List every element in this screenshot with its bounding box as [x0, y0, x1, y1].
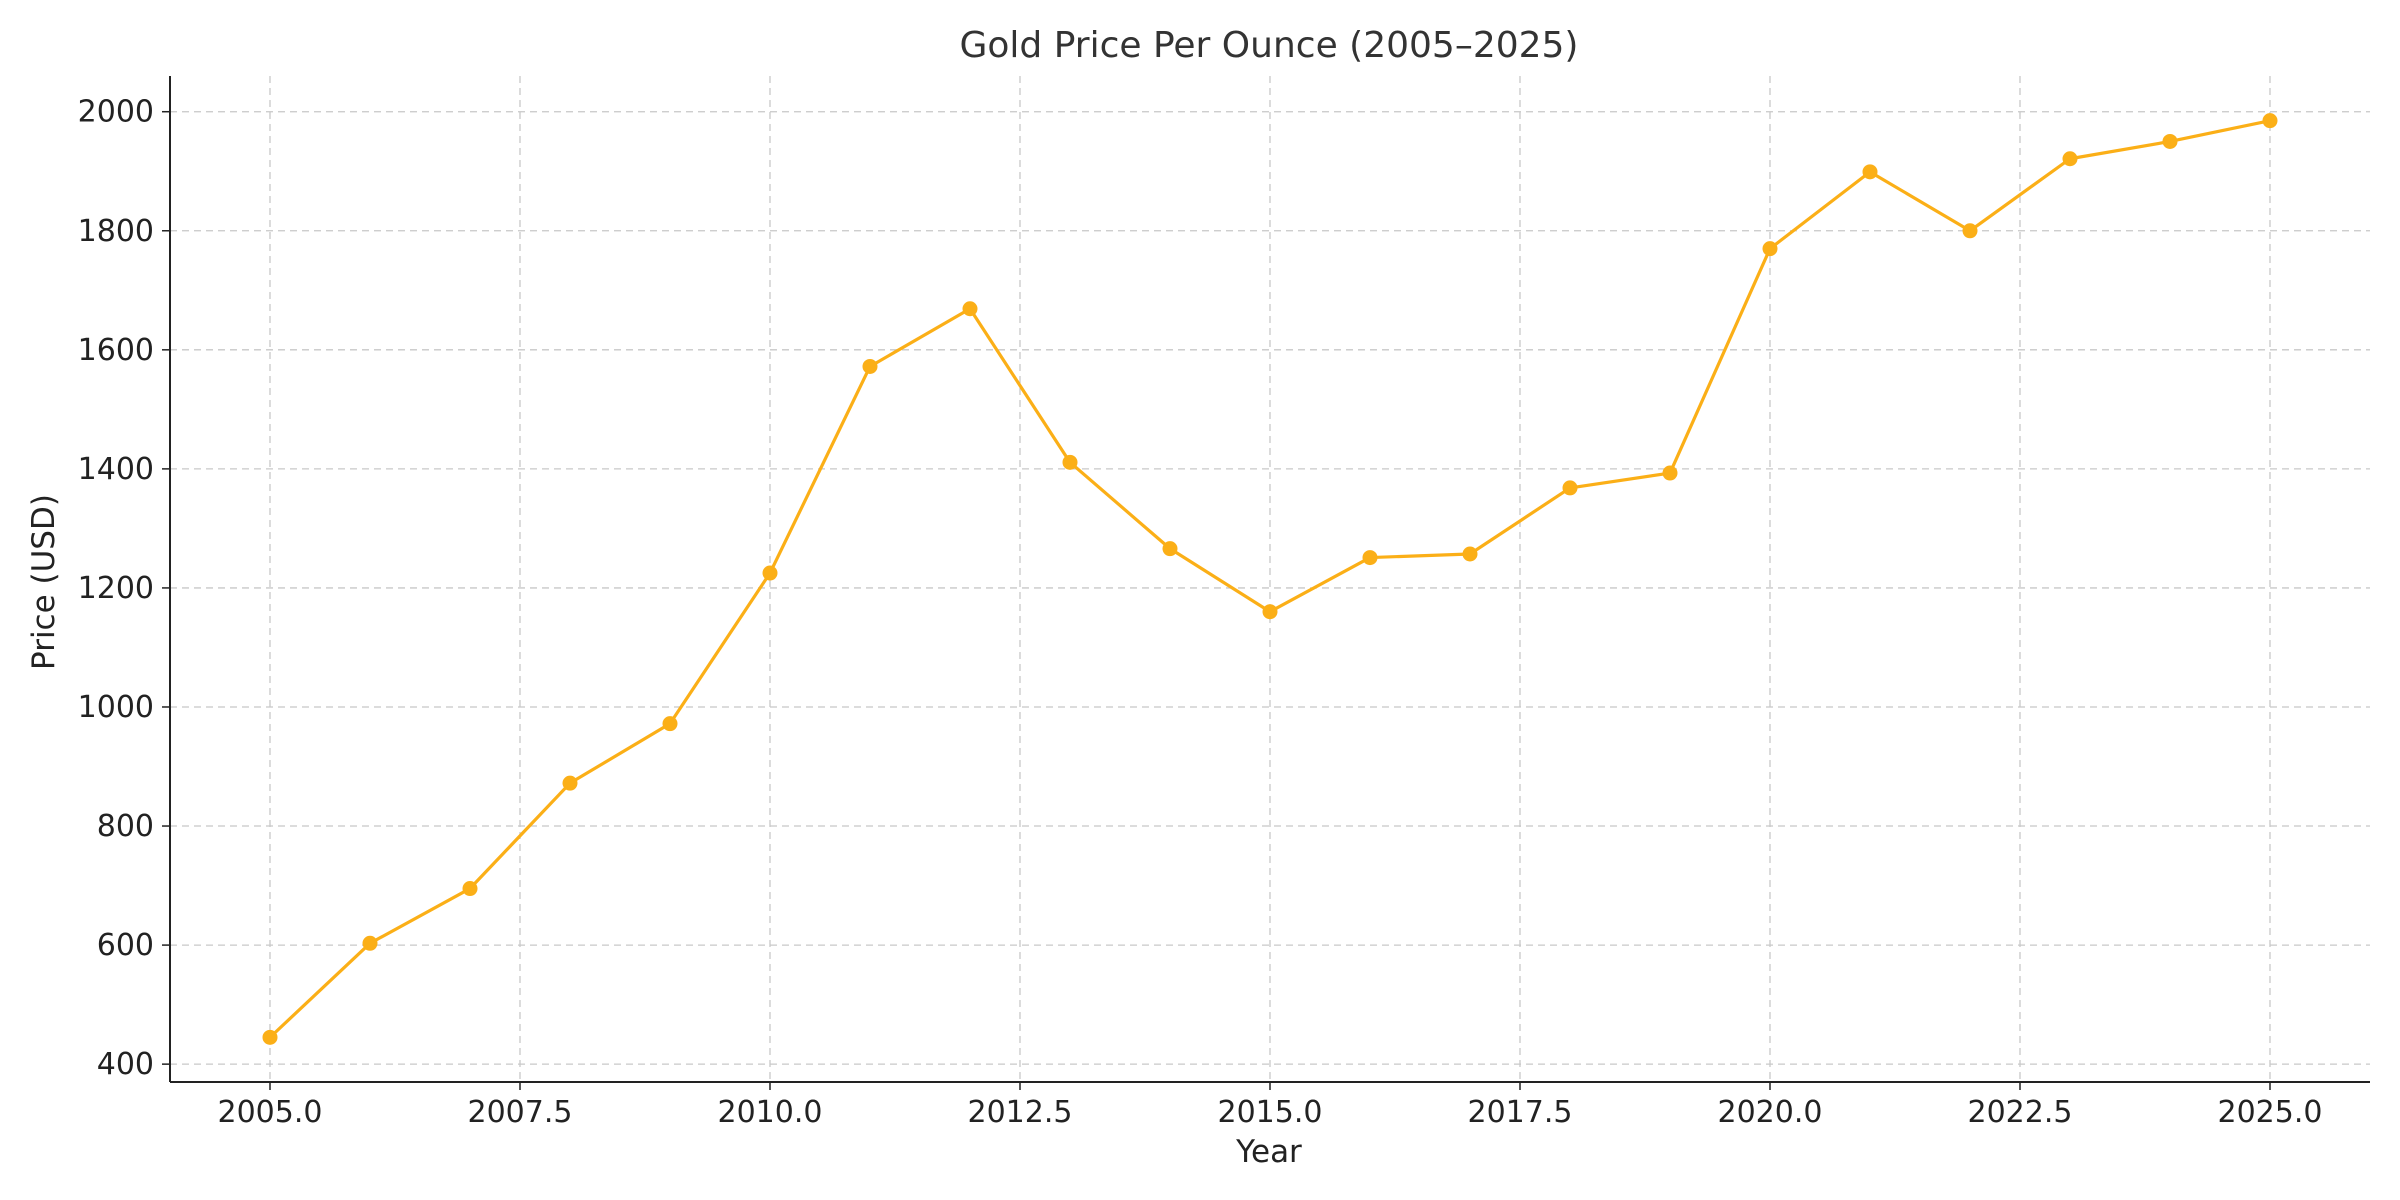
data-point [1962, 223, 1978, 239]
series-group [262, 113, 2278, 1045]
data-point [2262, 113, 2278, 129]
y-tick-label: 1000 [78, 690, 154, 725]
data-point [1762, 241, 1778, 257]
y-tick-label: 800 [97, 809, 154, 844]
x-tick-label: 2017.5 [1468, 1095, 1573, 1130]
x-tick-label: 2012.5 [968, 1095, 1073, 1130]
axes [162, 76, 2370, 1090]
y-tick-label: 2000 [78, 95, 154, 130]
data-point [2162, 133, 2178, 149]
data-point [1862, 164, 1878, 180]
data-point [1262, 604, 1278, 620]
data-point [1462, 546, 1478, 562]
data-point [662, 716, 678, 732]
x-tick-label: 2022.5 [1968, 1095, 2073, 1130]
data-point [1062, 454, 1078, 470]
data-point [2062, 151, 2078, 167]
data-point [562, 775, 578, 791]
data-point [1362, 550, 1378, 566]
data-point [1562, 480, 1578, 496]
data-point [762, 565, 778, 581]
y-tick-label: 1600 [78, 333, 154, 368]
x-tick-label: 2005.0 [218, 1095, 323, 1130]
x-axis-label: Year [1235, 1134, 1302, 1170]
x-tick-label: 2010.0 [718, 1095, 823, 1130]
x-tick-label: 2025.0 [2218, 1095, 2323, 1130]
x-tick-label: 2020.0 [1718, 1095, 1823, 1130]
data-point [462, 881, 478, 897]
data-point [862, 358, 878, 374]
y-tick-label: 1200 [78, 571, 154, 606]
y-tick-label: 1800 [78, 214, 154, 249]
data-point [1162, 541, 1178, 557]
grid [170, 76, 2370, 1082]
chart-title: Gold Price Per Ounce (2005–2025) [960, 25, 1579, 66]
x-tick-label: 2015.0 [1218, 1095, 1323, 1130]
y-tick-label: 1400 [78, 452, 154, 487]
data-point [962, 301, 978, 317]
data-point [262, 1029, 278, 1045]
data-point [362, 935, 378, 951]
x-tick-label: 2007.5 [468, 1095, 573, 1130]
tick-labels: 2005.0 2007.5 2010.0 2012.5 2015.0 2017.5 2020… [78, 95, 2323, 1130]
y-axis-label: Price (USD) [26, 494, 62, 670]
y-tick-label: 600 [97, 928, 154, 963]
y-tick-label: 400 [97, 1047, 154, 1082]
data-point [1662, 465, 1678, 481]
